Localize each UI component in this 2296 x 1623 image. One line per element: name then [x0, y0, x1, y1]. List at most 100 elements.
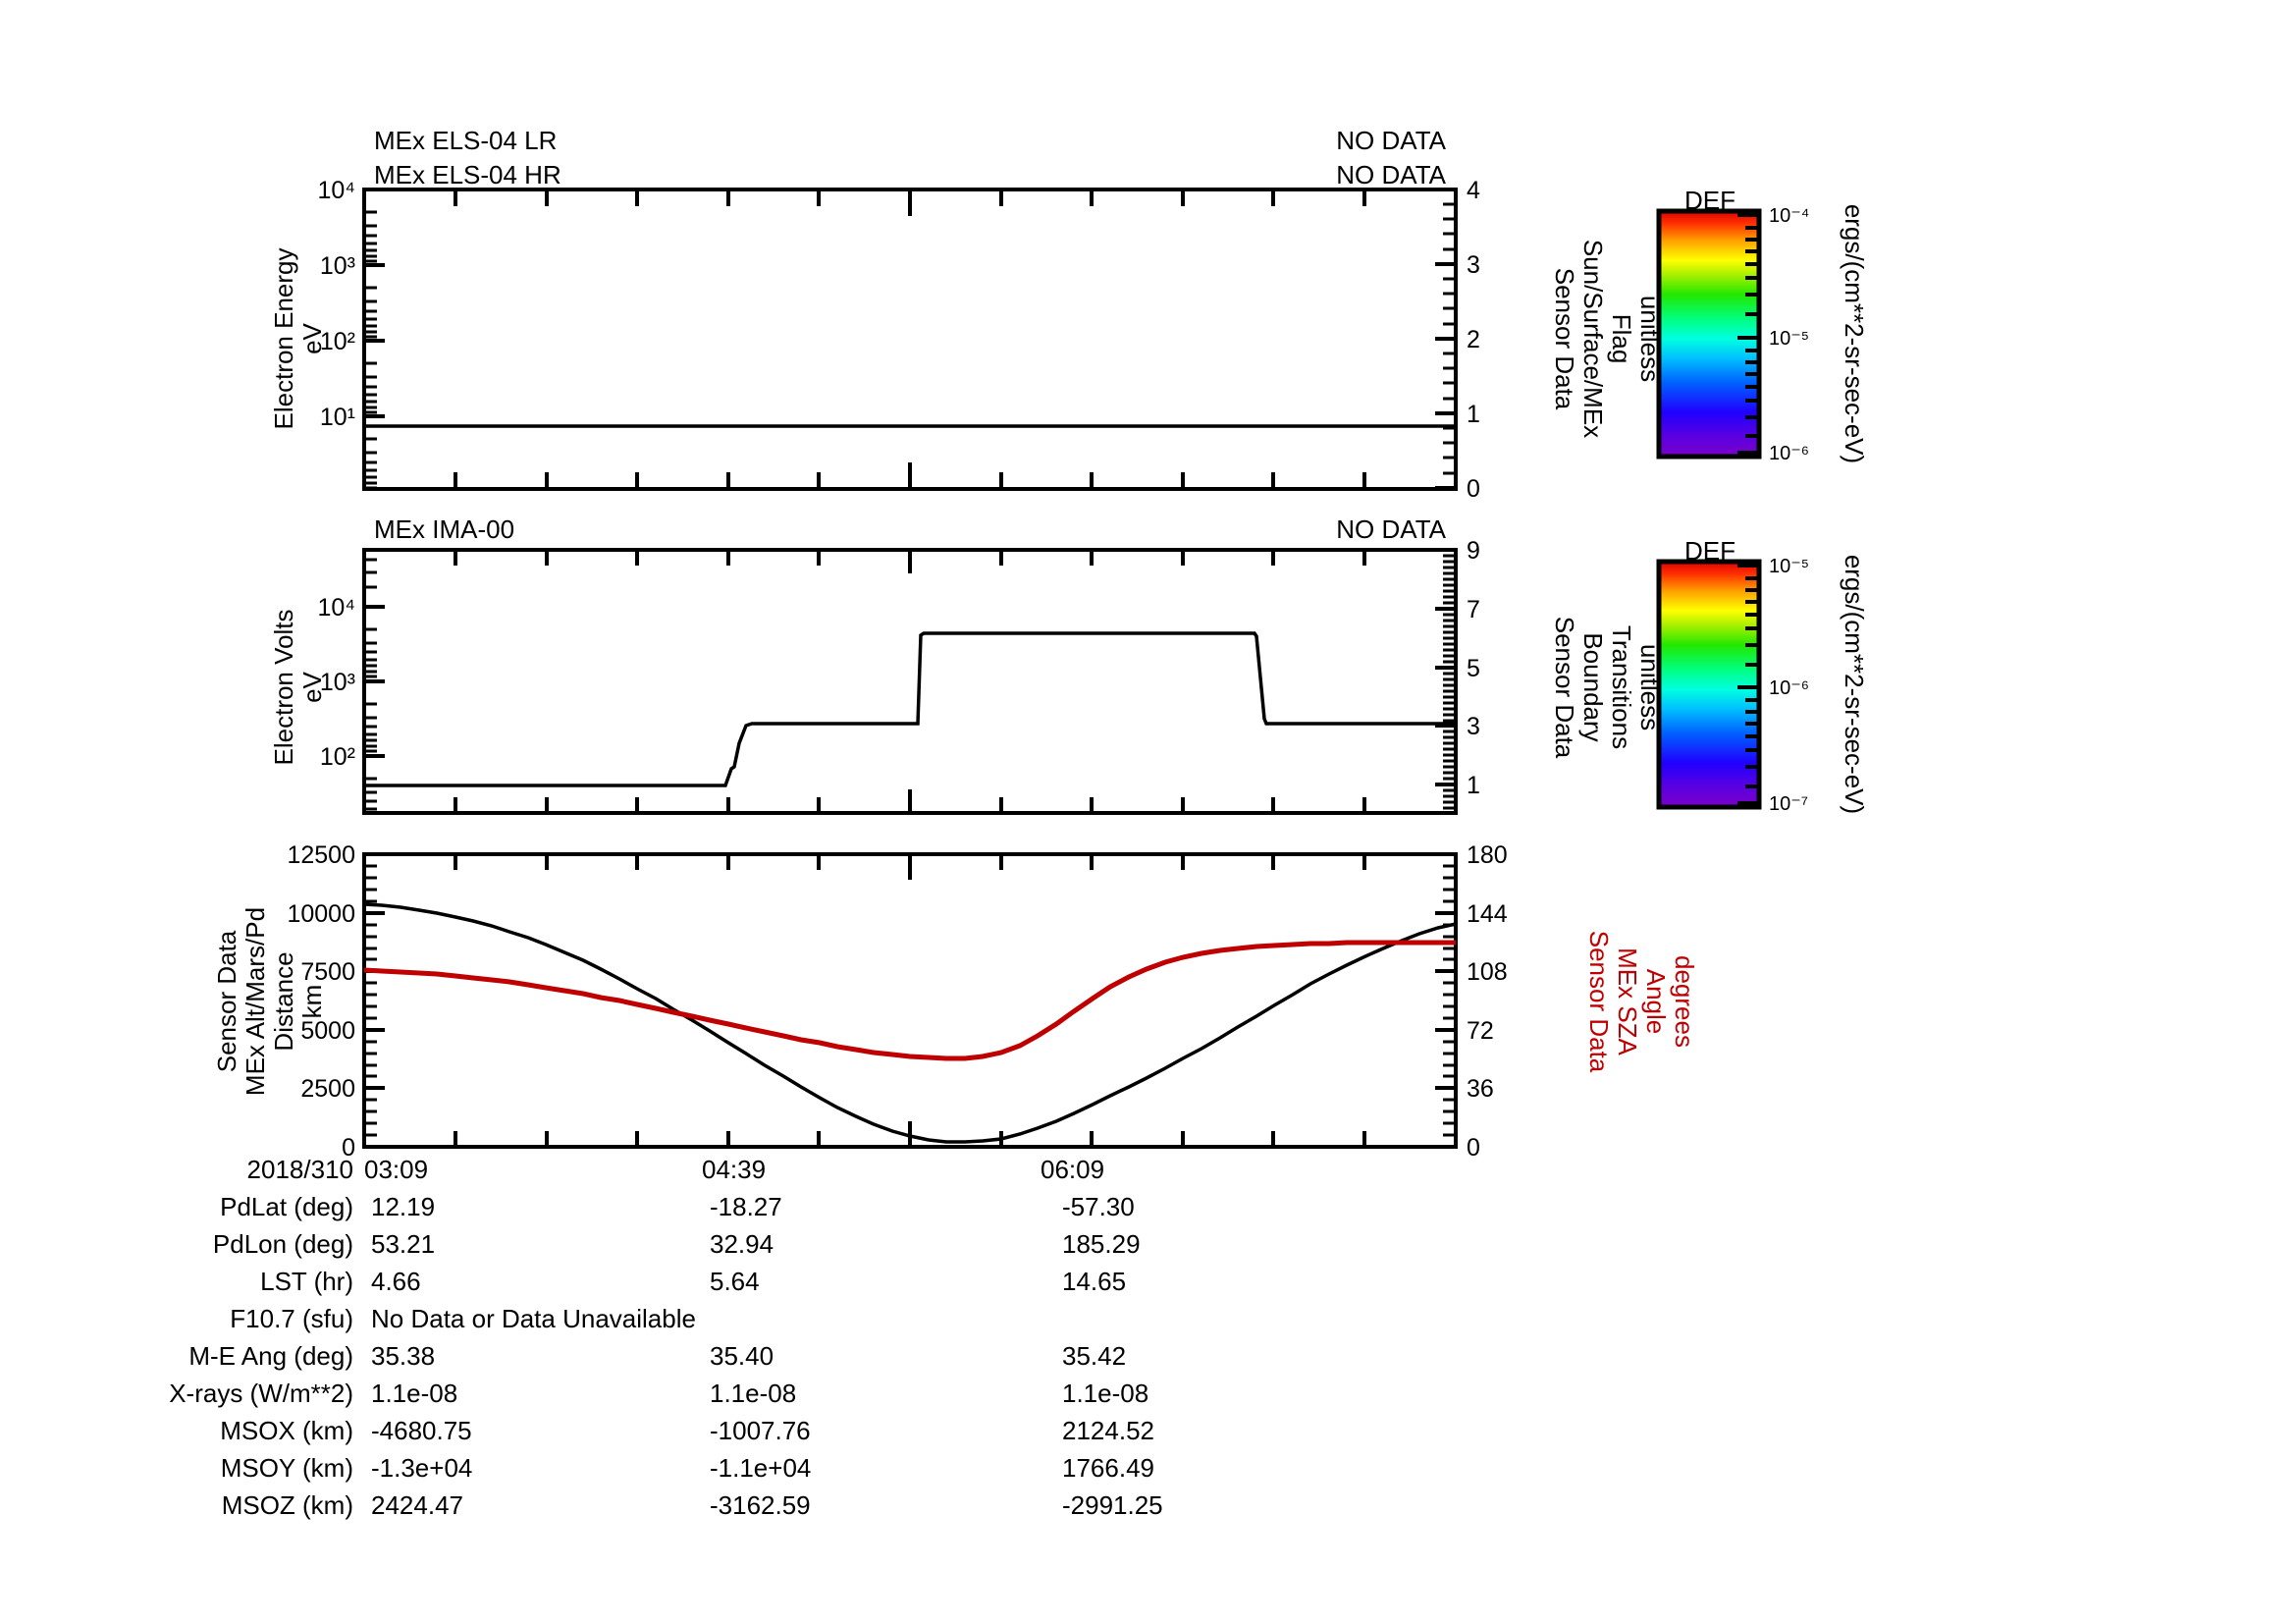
- info-row-label-7: MSOX (km): [220, 1416, 353, 1445]
- panel-top-ytick-1: 10³: [320, 252, 355, 280]
- colorbar-top-tick-0: 10⁻⁴: [1769, 205, 1809, 227]
- colorbar-top-tick-1: 10⁻⁵: [1769, 328, 1809, 350]
- panel-bottom-ytick-0: 0: [342, 1134, 355, 1162]
- info-row-label-6: X-rays (W/m**2): [169, 1379, 353, 1408]
- panel-top-right-tick-2: 2: [1467, 326, 1480, 353]
- panel-middle-left-axis-label-line1: eV: [297, 671, 327, 702]
- info-row-6-col-2: 1766.49: [1062, 1453, 1154, 1483]
- colorbar-bottom-tick-2: 10⁻⁷: [1769, 793, 1808, 815]
- panel-top-annotation-left-1: MEx ELS-04 HR: [374, 160, 561, 189]
- panel-bottom: 12500 10000 7500 5000 2500 0 Sensor Data…: [212, 841, 1699, 1162]
- panel-top-left-axis-label-line1: eV: [297, 322, 327, 353]
- panel-bottom-ytick-10000: 10000: [287, 900, 355, 928]
- panel-top-left-axis-label-line0: Electron Energy: [269, 248, 298, 430]
- panel-middle-left-axis-label: Electron Volts eV: [269, 610, 327, 766]
- panel-bottom-right-tick-108: 108: [1467, 958, 1508, 986]
- panel-top-right-tick-3: 3: [1467, 251, 1480, 279]
- panel-top-right-tick-4: 4: [1467, 177, 1480, 204]
- colorbar-top-unit-text: ergs/(cm**2-sr-sec-eV): [1840, 204, 1869, 463]
- colorbar-top-gradient: [1656, 208, 1762, 460]
- panel-top-annotation-right-1: NO DATA: [1336, 160, 1446, 189]
- panel-middle-ytick-0: 10⁴: [317, 594, 355, 622]
- info-row-label-5: M-E Ang (deg): [188, 1341, 353, 1371]
- panel-middle-data-line: [364, 631, 1456, 787]
- panel-middle-right-major-ticks: [1435, 548, 1456, 786]
- panel-middle-right-minor-ticks: [1443, 554, 1456, 810]
- info-row-label-4: F10.7 (sfu): [230, 1304, 353, 1333]
- panel-top-left-axis-label: Electron Energy eV: [269, 248, 327, 430]
- colorbar-top: DEF 10⁻⁴ 10⁻⁵ 10⁻⁶ ergs/(cm**2-sr-sec-eV…: [1656, 186, 1869, 464]
- info-row-f107-note: No Data or Data Unavailable: [371, 1304, 696, 1333]
- panel-bottom-right-tick-180: 180: [1467, 841, 1508, 869]
- panel-middle: 10⁴ 10³ 10² Electron Volts eV: [269, 514, 1665, 815]
- panel-bottom-right-major-ticks: [1435, 852, 1456, 1149]
- panel-bottom-right-axis-label-line0: Sensor Data: [1584, 931, 1614, 1073]
- panel-top-right-axis-label-line2: Flag: [1607, 314, 1636, 364]
- info-row-1-col-0: 53.21: [371, 1229, 435, 1259]
- panel-bottom-ytick-2500: 2500: [300, 1075, 355, 1103]
- panel-middle-right-tick-3: 3: [1467, 713, 1480, 740]
- panel-bottom-right-tick-0: 0: [1467, 1134, 1480, 1162]
- panel-bottom-right-axis-label: Sensor Data MEx SZA Angle degrees: [1584, 931, 1699, 1073]
- info-row-3-col-0: 35.38: [371, 1341, 435, 1371]
- panel-top-annotation-right-0: NO DATA: [1336, 126, 1446, 155]
- panel-top-left-major-ticks: [364, 188, 385, 418]
- panel-top-right-tick-0: 0: [1467, 475, 1480, 503]
- panel-middle-annotation-right-0: NO DATA: [1336, 514, 1446, 544]
- panel-top-annotation-left-0: MEx ELS-04 LR: [374, 126, 557, 155]
- info-row-4-col-2: 1.1e-08: [1062, 1379, 1148, 1408]
- panel-bottom-right-axis-label-line3: degrees: [1670, 955, 1699, 1048]
- info-row-0-col-0: 12.19: [371, 1192, 435, 1221]
- panel-bottom-sza-curve: [363, 940, 1456, 1061]
- colorbar-bottom: DEF 10⁻⁵ 10⁻⁶ 10⁻⁷ ergs/(cm**2-sr-sec-eV…: [1656, 536, 1869, 815]
- panel-bottom-right-tick-144: 144: [1467, 900, 1508, 928]
- panel-top-right-axis-label-line1: Sun/Surface/MEx: [1578, 240, 1608, 438]
- info-row-label-3: LST (hr): [260, 1267, 353, 1296]
- panel-middle-xticks: [454, 550, 1366, 813]
- xaxis-time-0: 03:09: [364, 1155, 428, 1184]
- panel-top-left-minor-ticks: [364, 210, 377, 490]
- colorbar-top-unit-label: ergs/(cm**2-sr-sec-eV): [1840, 204, 1869, 463]
- info-row-7-col-1: -3162.59: [710, 1490, 811, 1520]
- panel-middle-left-axis-label-line0: Electron Volts: [269, 610, 298, 766]
- panel-top-ytick-3: 10¹: [320, 404, 355, 431]
- panel-top-ytick-2: 10²: [320, 328, 355, 355]
- info-row-1-col-2: 185.29: [1062, 1229, 1141, 1259]
- info-row-3-col-2: 35.42: [1062, 1341, 1126, 1371]
- colorbar-bottom-gradient: [1656, 559, 1762, 810]
- info-row-0-col-1: -18.27: [710, 1192, 782, 1221]
- info-row-5-col-1: -1007.76: [710, 1416, 811, 1445]
- colorbar-bottom-tick-0: 10⁻⁵: [1769, 556, 1809, 577]
- panel-middle-left-minor-ticks: [364, 558, 377, 811]
- panel-middle-right-tick-9: 9: [1467, 537, 1480, 565]
- colorbar-top-tick-2: 10⁻⁶: [1769, 443, 1809, 464]
- panel-bottom-left-minor-ticks: [364, 864, 377, 1137]
- info-row-2-col-0: 4.66: [371, 1267, 421, 1296]
- panel-bottom-xticks: [454, 854, 1366, 1147]
- info-table: 2018/310 PdLat (deg) PdLon (deg) LST (hr…: [169, 1155, 1162, 1520]
- panel-top-xticks: [454, 189, 1366, 489]
- info-row-label-8: MSOY (km): [221, 1453, 353, 1483]
- panel-bottom-right-tick-72: 72: [1467, 1017, 1494, 1045]
- panel-bottom-right-tick-36: 36: [1467, 1075, 1494, 1103]
- xaxis-time-2: 06:09: [1041, 1155, 1104, 1184]
- panel-top-right-major-ticks: [1435, 188, 1456, 490]
- colorbar-bottom-tick-1: 10⁻⁶: [1769, 677, 1809, 699]
- panel-bottom-ytick-7500: 7500: [300, 958, 355, 986]
- colorbar-bottom-unit-text: ergs/(cm**2-sr-sec-eV): [1840, 555, 1869, 814]
- panel-bottom-altitude-curve: [363, 902, 1457, 1144]
- panel-middle-annotation-left-0: MEx IMA-00: [374, 514, 514, 544]
- xaxis-time-1: 04:39: [702, 1155, 766, 1184]
- panel-middle-right-tick-1: 1: [1467, 772, 1480, 799]
- colorbar-bottom-unit-label: ergs/(cm**2-sr-sec-eV): [1840, 555, 1869, 814]
- panel-middle-ytick-1: 10³: [320, 669, 355, 696]
- panel-middle-left-major-ticks: [364, 605, 385, 758]
- info-row-4-col-1: 1.1e-08: [710, 1379, 796, 1408]
- colorbar-top-ticks: [1737, 213, 1759, 455]
- panel-middle-right-tick-5: 5: [1467, 655, 1480, 682]
- xaxis-time-labels: 03:09 04:39 06:09: [364, 1155, 1104, 1184]
- info-row-2-col-2: 14.65: [1062, 1267, 1126, 1296]
- info-row-label-0: 2018/310: [247, 1155, 353, 1184]
